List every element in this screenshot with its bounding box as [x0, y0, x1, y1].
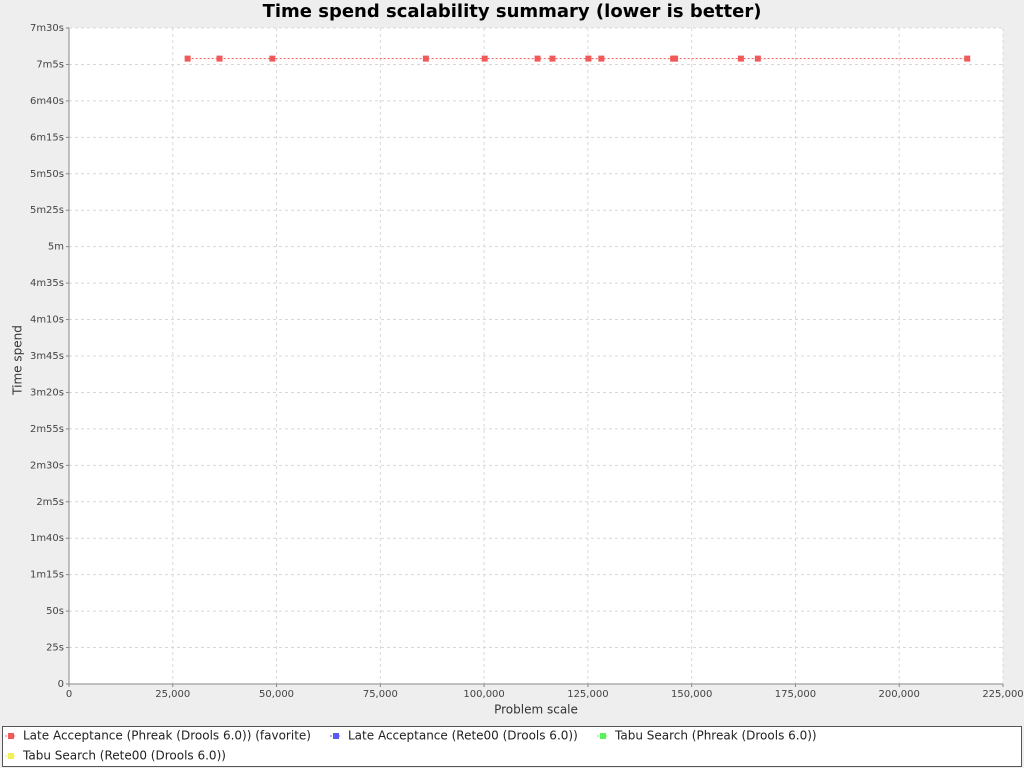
data-point — [422, 55, 429, 62]
x-tick-label: 25,000 — [155, 689, 190, 700]
data-point — [672, 55, 679, 62]
x-tick-label: 100,000 — [463, 689, 504, 700]
y-tick-label: 7m30s — [30, 23, 64, 34]
y-tick-label: 7m5s — [36, 59, 64, 70]
x-tick-label: 75,000 — [363, 689, 398, 700]
y-tick-label: 3m20s — [30, 387, 64, 398]
x-axis-label: Problem scale — [494, 703, 578, 717]
legend-marker — [333, 733, 339, 739]
legend-label: Tabu Search (Rete00 (Drools 6.0)) — [22, 749, 226, 763]
x-tick-label: 225,000 — [982, 689, 1023, 700]
y-tick-label: 1m15s — [30, 570, 64, 581]
x-tick-label: 125,000 — [567, 689, 608, 700]
data-point — [598, 55, 605, 62]
data-point — [481, 55, 488, 62]
x-tick-label: 175,000 — [775, 689, 816, 700]
y-tick-label: 5m50s — [30, 169, 64, 180]
legend-label: Tabu Search (Phreak (Drools 6.0)) — [614, 729, 817, 743]
legend — [2, 726, 1022, 767]
legend-label: Late Acceptance (Phreak (Drools 6.0)) (f… — [23, 729, 311, 743]
y-tick-label: 50s — [46, 606, 64, 617]
y-tick-label: 4m35s — [30, 278, 64, 289]
x-tick-label: 0 — [66, 689, 72, 700]
data-point — [964, 55, 971, 62]
data-point — [585, 55, 592, 62]
y-tick-label: 4m10s — [30, 315, 64, 326]
legend-marker — [8, 753, 14, 759]
x-tick-label: 150,000 — [671, 689, 712, 700]
data-point — [269, 55, 276, 62]
y-tick-label: 6m40s — [30, 96, 64, 107]
y-tick-label: 2m55s — [30, 424, 64, 435]
x-tick-label: 50,000 — [259, 689, 294, 700]
legend-label: Late Acceptance (Rete00 (Drools 6.0)) — [348, 729, 578, 743]
data-point — [184, 55, 191, 62]
y-tick-label: 1m40s — [30, 533, 64, 544]
data-point — [754, 55, 761, 62]
y-tick-label: 25s — [46, 643, 64, 654]
y-tick-label: 2m5s — [36, 497, 64, 508]
y-tick-label: 5m25s — [30, 205, 64, 216]
y-tick-label: 6m15s — [30, 132, 64, 143]
data-point — [534, 55, 541, 62]
plot-area — [69, 28, 1003, 684]
y-tick-label: 3m45s — [30, 351, 64, 362]
x-tick-label: 200,000 — [879, 689, 920, 700]
data-point — [216, 55, 223, 62]
y-axis-label: Time spend — [11, 325, 25, 396]
legend-marker — [8, 733, 14, 739]
y-tick-label: 5m — [48, 242, 64, 253]
legend-marker — [600, 733, 606, 739]
data-point — [737, 55, 744, 62]
chart-title: Time spend scalability summary (lower is… — [263, 1, 762, 22]
data-point — [549, 55, 556, 62]
y-tick-label: 2m30s — [30, 460, 64, 471]
y-tick-label: 0 — [58, 679, 64, 690]
